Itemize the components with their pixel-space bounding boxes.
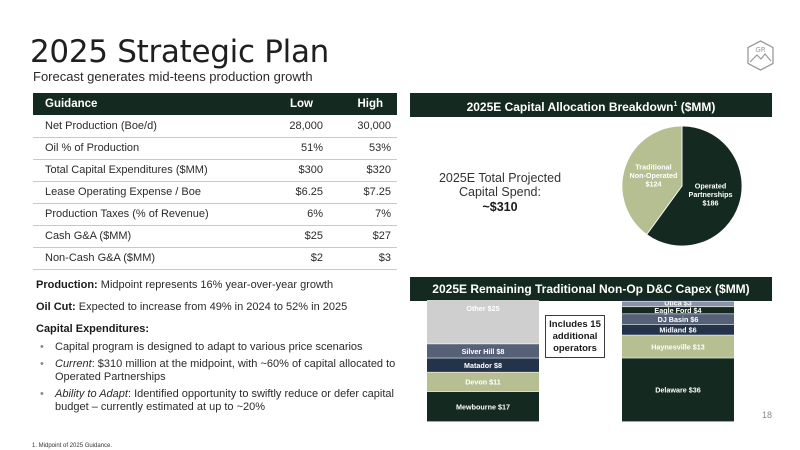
pie-slice	[621, 125, 683, 236]
row-low: 51%	[223, 137, 323, 160]
table-row: Production Taxes (% of Revenue) 6% 7%	[33, 203, 397, 226]
list-item: Capital program is designed to adapt to …	[36, 341, 398, 354]
oil-cut-label: Oil Cut:	[36, 301, 76, 313]
column-header-low: Low	[223, 93, 323, 115]
row-low: $6.25	[223, 181, 323, 204]
svg-text:GR: GR	[755, 46, 765, 54]
bar-segment-label: Devon $11	[465, 378, 501, 387]
row-high: $7.25	[323, 181, 397, 204]
bar-segment-label: Silver Hill $8	[462, 347, 505, 356]
row-low: $2	[223, 247, 323, 270]
bar-segment	[622, 314, 734, 325]
oil-cut-text: Expected to increase from 49% in 2024 to…	[75, 301, 348, 313]
row-label: Cash G&A ($MM)	[33, 225, 223, 248]
page-number: 18	[762, 410, 773, 420]
allocation-pie-chart: Operated Partnerships $186 Traditional Non-O…	[621, 125, 743, 247]
table-row: Net Production (Boe/d) 28,000 30,000	[33, 115, 397, 138]
list-item: Ability to Adapt: Identified opportunity…	[36, 388, 398, 414]
allocation-header-suffix: ($MM)	[677, 100, 716, 114]
bar-segment	[622, 324, 734, 335]
footnote: 1. Midpoint of 2025 Guidance.	[32, 443, 113, 449]
row-label: Total Capital Expenditures ($MM)	[33, 159, 223, 182]
capex-label: Capital Expenditures:	[36, 323, 150, 335]
bar-segment	[427, 391, 539, 422]
row-label: Oil % of Production	[33, 137, 223, 160]
bar-segment	[427, 358, 539, 372]
bar-segment-label: Mewbourne $17	[456, 402, 510, 411]
production-text: Midpoint represents 16% year-over-year g…	[97, 279, 334, 291]
bullet-prefix: Current	[55, 358, 92, 370]
bar-segment-label: Matador $8	[464, 361, 502, 370]
bar-segment-label: DJ Basin $6	[658, 315, 699, 324]
capex-bullets: Capital program is designed to adapt to …	[36, 341, 398, 414]
company-logo-icon: GR	[747, 40, 774, 71]
operators-callout: Includes 15 additional operators	[545, 315, 605, 358]
row-high: 53%	[323, 137, 397, 160]
row-label: Production Taxes (% of Revenue)	[33, 203, 223, 226]
row-low: 28,000	[223, 115, 323, 138]
bar-segment	[427, 344, 539, 358]
notes-section: Production: Midpoint represents 16% year…	[36, 279, 398, 418]
table-row: Total Capital Expenditures ($MM) $300 $3…	[33, 159, 397, 182]
bar-segment-label: Midland $6	[659, 326, 696, 335]
bar-segment-label: Eagle Ford $4	[654, 306, 701, 315]
bar-segment-label: Delaware $36	[655, 386, 701, 395]
bullet-prefix: Ability to Adapt	[55, 388, 128, 400]
bar-segment	[622, 307, 734, 314]
bar-segment	[622, 300, 734, 302]
table-row: Cash G&A ($MM) $25 $27	[33, 225, 397, 248]
bar-segment-label: Bakken $1	[660, 300, 696, 302]
bullet-text: : $310 million at the midpoint, with ~60…	[55, 358, 396, 383]
bar-segment	[427, 372, 539, 392]
bullet-text: Capital program is designed to adapt to …	[55, 341, 363, 353]
list-item: Current: $310 million at the midpoint, w…	[36, 358, 398, 384]
column-header-high: High	[323, 93, 397, 115]
allocation-header: 2025E Capital Allocation Breakdown1 ($MM…	[410, 93, 772, 117]
page-subtitle: Forecast generates mid-teens production …	[33, 69, 313, 84]
table-row: Lease Operating Expense / Boe $6.25 $7.2…	[33, 181, 397, 204]
bar-segment	[622, 335, 734, 358]
bar-segment	[622, 358, 734, 422]
remaining-capex-bar-chart: Mewbourne $17 Devon $11 Matador $8 Silver H…	[427, 300, 734, 422]
production-note: Production: Midpoint represents 16% year…	[36, 279, 398, 292]
table-row: Oil % of Production 51% 53%	[33, 137, 397, 160]
row-low: 6%	[223, 203, 323, 226]
column-header-guidance: Guidance	[33, 93, 223, 115]
row-high: 7%	[323, 203, 397, 226]
allocation-header-footnote: 1	[673, 101, 678, 108]
guidance-table: Guidance Low High Net Production (Boe/d)…	[33, 93, 397, 270]
allocation-header-text: 2025E Capital Allocation Breakdown	[466, 100, 674, 114]
row-high: 30,000	[323, 115, 397, 138]
pie-slice-label: Traditional Non-Operated $124	[630, 163, 678, 189]
row-label: Net Production (Boe/d)	[33, 115, 223, 138]
production-label: Production:	[36, 279, 98, 291]
bar-segment-label: Utica $3	[664, 300, 692, 307]
row-high: $320	[323, 159, 397, 182]
pie-slice-label: Operated Partnerships $186	[689, 181, 733, 207]
row-high: $27	[323, 225, 397, 248]
bullet-text: : Identified opportunity to swiftly redu…	[55, 388, 394, 413]
row-high: $3	[323, 247, 397, 270]
bar-segment	[427, 300, 539, 344]
oil-cut-note: Oil Cut: Expected to increase from 49% i…	[36, 301, 398, 314]
row-label: Non-Cash G&A ($MM)	[33, 247, 223, 270]
bar-segment	[622, 301, 734, 307]
row-low: $300	[223, 159, 323, 182]
page-title: 2025 Strategic Plan	[30, 34, 329, 70]
remaining-header: 2025E Remaining Traditional Non-Op D&C C…	[410, 277, 772, 301]
bar-segment-label: Other $25	[466, 304, 499, 313]
pie-slice	[646, 125, 743, 247]
row-low: $25	[223, 225, 323, 248]
total-spend-label: 2025E Total Projected Capital Spend:	[438, 171, 562, 199]
total-spend-callout: 2025E Total Projected Capital Spend: ~$3…	[436, 171, 564, 214]
bar-segment-label: Haynesville $13	[651, 342, 705, 351]
table-row: Non-Cash G&A ($MM) $2 $3	[33, 247, 397, 270]
row-label: Lease Operating Expense / Boe	[33, 181, 223, 204]
capex-heading: Capital Expenditures:	[36, 323, 398, 336]
total-spend-value: ~$310	[482, 200, 518, 214]
guidance-table-header: Guidance Low High	[33, 93, 397, 115]
